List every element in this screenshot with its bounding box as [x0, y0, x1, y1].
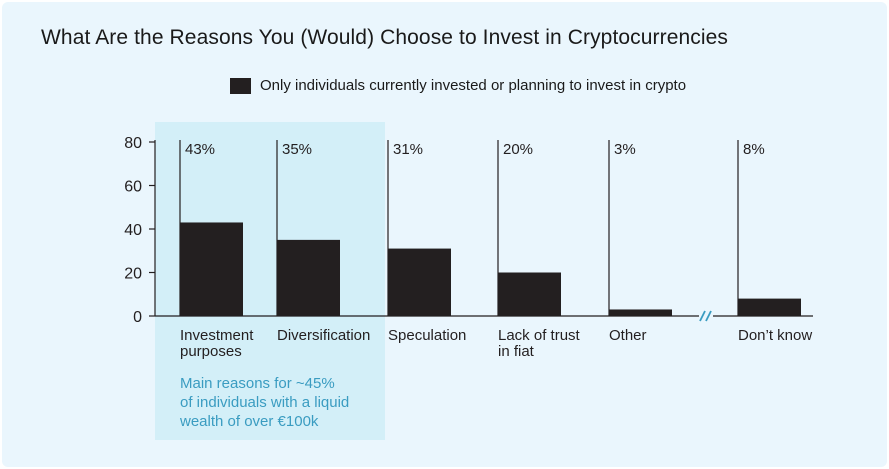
legend-swatch	[230, 77, 251, 94]
data-label: 31%	[393, 141, 423, 158]
y-tick-label: 20	[124, 266, 142, 283]
bar	[498, 272, 561, 316]
x-tick-label-line: Diversification	[277, 327, 370, 344]
axis-break-icon	[699, 310, 712, 322]
x-tick-label-line: purposes	[180, 343, 242, 360]
x-tick-label: Speculation	[388, 327, 466, 344]
legend-label: Only individuals currently invested or p…	[260, 77, 687, 94]
x-tick-label-line: Investment	[180, 327, 254, 344]
bar	[388, 248, 451, 316]
bar	[738, 298, 801, 316]
x-tick-label: Lack of trust in fiat	[498, 327, 581, 360]
y-tick-label: 0	[133, 309, 142, 326]
highlight-annotation: Main reasons for ~45% of individuals wit…	[180, 375, 350, 430]
bar	[609, 309, 672, 316]
x-tick-label-line: Other	[609, 327, 647, 344]
bar	[277, 239, 340, 316]
bar	[180, 222, 243, 316]
axis-break-stroke	[699, 310, 706, 322]
chart-title: What Are the Reasons You (Would) Choose …	[41, 26, 729, 49]
x-tick-label-line: Don’t know	[738, 327, 812, 344]
x-tick-label: Diversification	[277, 327, 370, 344]
legend: Only individuals currently invested or p…	[230, 77, 686, 94]
y-tick-label: 80	[124, 135, 142, 152]
data-label: 35%	[282, 141, 312, 158]
x-tick-label-line: Speculation	[388, 327, 466, 344]
data-label: 3%	[614, 141, 636, 158]
data-label: 43%	[185, 141, 215, 158]
data-label: 20%	[503, 141, 533, 158]
axis-break-stroke	[705, 310, 712, 322]
data-label: 8%	[743, 141, 765, 158]
x-tick-label: Investment purposes	[180, 327, 254, 360]
x-tick-label: Other	[609, 327, 647, 344]
x-tick-label-line: Lack of trust	[498, 327, 581, 344]
y-tick-label: 40	[124, 222, 142, 239]
y-tick-label: 60	[124, 179, 142, 196]
x-tick-label: Don’t know	[738, 327, 812, 344]
x-tick-label-line: in fiat	[498, 343, 535, 360]
